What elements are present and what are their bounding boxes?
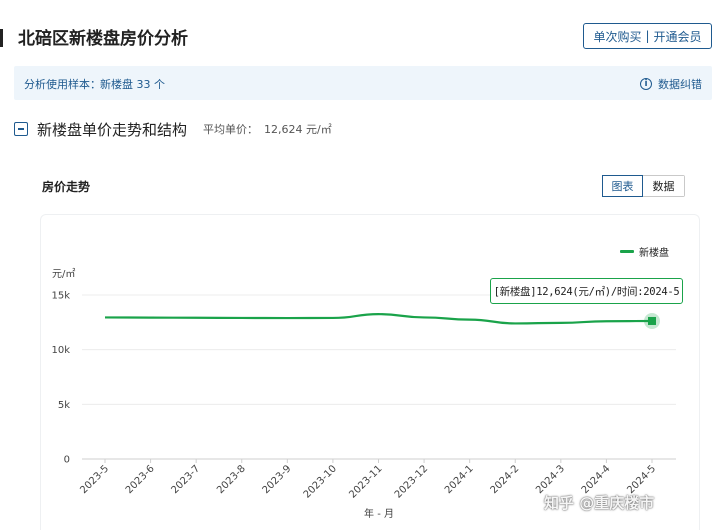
legend-swatch <box>620 250 634 253</box>
y-tick-label: 10k <box>51 345 70 356</box>
y-tick-label: 15k <box>51 291 70 302</box>
page-title: 北碚区新楼盘房价分析 <box>18 29 188 49</box>
x-axis-label: 年 - 月 <box>364 507 394 520</box>
x-tick-label: 2023-6 <box>124 463 157 496</box>
average-price-value: 12,624 元/㎡ <box>264 123 332 136</box>
data-point-highlight[interactable] <box>648 316 656 325</box>
y-axis-label: 元/㎡ <box>52 268 75 280</box>
section-title: 新楼盘单价走势和结构 <box>37 120 188 139</box>
view-toggle: 图表 数据 <box>602 175 685 197</box>
x-tick-label: 2023-10 <box>302 463 339 500</box>
y-tick-label: 0 <box>64 455 70 466</box>
title-accent-bar <box>0 29 3 47</box>
x-tick-label: 2023-7 <box>169 463 202 496</box>
info-icon: i <box>640 78 652 90</box>
tab-chart[interactable]: 图表 <box>602 175 643 197</box>
x-tick-label: 2023-9 <box>261 463 294 496</box>
x-tick-label: 2023-11 <box>347 463 384 500</box>
chart-title: 房价走势 <box>42 180 91 194</box>
x-tick-label: 2024-1 <box>443 463 476 496</box>
average-price-label: 平均单价： <box>203 123 259 136</box>
x-tick-label: 2023-5 <box>78 463 111 496</box>
y-tick-label: 5k <box>58 400 70 411</box>
purchase-button-group: 单次购买 | 开通会员 <box>583 23 712 49</box>
watermark: 知乎 @重庆楼市 <box>544 494 655 512</box>
legend-label: 新楼盘 <box>639 248 669 259</box>
series-line-xinloupan <box>104 313 653 325</box>
membership-button[interactable]: 开通会员 <box>653 29 702 44</box>
data-correction-link[interactable]: i 数据纠错 <box>640 76 702 92</box>
chart-panel <box>40 214 700 530</box>
section-header: 新楼盘单价走势和结构 平均单价： 12,624 元/㎡ <box>14 118 332 140</box>
x-tick-label: 2023-12 <box>393 463 430 500</box>
data-correction-label: 数据纠错 <box>658 78 702 91</box>
buy-once-button[interactable]: 单次购买 <box>593 29 642 44</box>
x-tick-label: 2024-2 <box>489 463 522 496</box>
chart-tooltip: [新楼盘]12,624(元/㎡)/时间:2024-5 <box>490 278 683 304</box>
collapse-icon[interactable] <box>14 122 28 136</box>
x-tick-label: 2023-8 <box>215 463 248 496</box>
sample-info-bar: 分析使用样本： 新楼盘 33 个 i 数据纠错 <box>14 66 712 100</box>
page-header: 北碚区新楼盘房价分析 单次购买 | 开通会员 <box>0 0 720 62</box>
button-separator: | <box>645 29 650 43</box>
sample-value: 新楼盘 33 个 <box>100 78 165 91</box>
chart-legend[interactable]: 新楼盘 <box>620 244 669 259</box>
sample-label: 分析使用样本： <box>24 78 101 91</box>
tab-data[interactable]: 数据 <box>643 176 684 196</box>
